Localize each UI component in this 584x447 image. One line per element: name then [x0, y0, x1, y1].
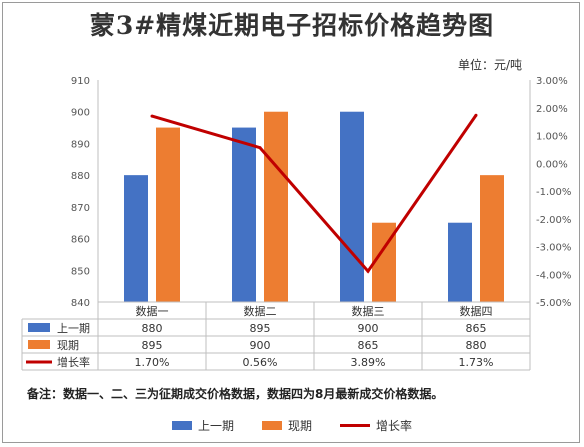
- growth-rate-line: [151, 114, 478, 274]
- footnote: 备注：数据一、二、三为征期成交价格数据，数据四为8月最新成交价格数据。: [27, 387, 444, 401]
- table-value: 865: [466, 322, 487, 335]
- unit-label: 单位：元/吨: [457, 58, 522, 72]
- y-tick-label-left: 900: [71, 108, 90, 119]
- legend-item-rate: 增长率: [340, 417, 412, 434]
- table-value: 865: [358, 339, 379, 352]
- y-tick-label-right: -4.00%: [536, 270, 571, 281]
- legend: 上一期 现期 增长率: [0, 417, 584, 434]
- chart-title: 蒙3#精煤近期电子招标价格趋势图: [89, 11, 495, 40]
- table-series-name: 现期: [57, 339, 79, 352]
- bar-prev: [232, 127, 256, 302]
- table-value: 900: [358, 322, 379, 335]
- y-tick-label-right: 0.00%: [536, 159, 568, 170]
- table-value: 3.89%: [351, 356, 386, 369]
- y-tick-label-left: 840: [71, 298, 90, 309]
- y-tick-label-left: 850: [71, 266, 90, 277]
- y-tick-label-right: -5.00%: [536, 298, 571, 309]
- table-swatch-prev: [28, 323, 50, 332]
- growth-rate-point: [366, 269, 370, 273]
- bar-prev: [124, 175, 148, 302]
- bar-curr: [480, 175, 504, 302]
- y-tick-label-left: 880: [71, 171, 90, 182]
- growth-rate-point: [150, 114, 154, 118]
- category-label: 数据四: [460, 304, 493, 318]
- bar-curr: [156, 127, 180, 302]
- category-label: 数据一: [136, 304, 169, 318]
- legend-swatch-prev: [171, 421, 192, 430]
- table-series-name: 增长率: [57, 355, 90, 369]
- table-value: 0.56%: [243, 356, 278, 369]
- legend-swatch-curr: [261, 421, 282, 430]
- table-value: 1.70%: [135, 356, 170, 369]
- y-tick-label-left: 860: [71, 235, 90, 246]
- y-tick-label-left: 870: [71, 203, 90, 214]
- legend-label-prev: 上一期: [197, 419, 234, 433]
- table-value: 895: [250, 322, 271, 335]
- legend-label-curr: 现期: [287, 419, 312, 433]
- y-tick-label-right: 1.00%: [536, 132, 568, 143]
- table-value: 900: [250, 339, 271, 352]
- table-series-name: 上一期: [57, 322, 90, 335]
- legend-label-rate: 增长率: [376, 419, 413, 433]
- legend-item-curr: 现期: [261, 417, 312, 434]
- category-label: 数据三: [352, 304, 385, 318]
- bar-prev: [340, 111, 364, 302]
- table-value: 880: [142, 322, 163, 335]
- bar-prev: [448, 222, 472, 302]
- y-tick-label-right: 3.00%: [536, 76, 568, 87]
- table-value: 1.73%: [459, 356, 494, 369]
- y-tick-label-right: -1.00%: [536, 187, 571, 198]
- legend-swatch-rate: [340, 424, 370, 427]
- y-tick-label-right: 2.00%: [536, 104, 568, 115]
- y-tick-label-left: 910: [71, 76, 90, 87]
- y-tick-label-left: 890: [71, 139, 90, 150]
- table-swatch-curr: [28, 340, 50, 349]
- table-value: 895: [142, 339, 163, 352]
- growth-rate-point: [474, 113, 478, 117]
- legend-item-prev: 上一期: [171, 417, 234, 434]
- growth-rate-point: [258, 146, 262, 150]
- bar-curr: [264, 111, 288, 302]
- category-label: 数据二: [244, 304, 277, 318]
- y-tick-label-right: -2.00%: [536, 215, 571, 226]
- table-value: 880: [466, 339, 487, 352]
- chart-frame: [2, 2, 580, 443]
- y-tick-label-right: -3.00%: [536, 243, 571, 254]
